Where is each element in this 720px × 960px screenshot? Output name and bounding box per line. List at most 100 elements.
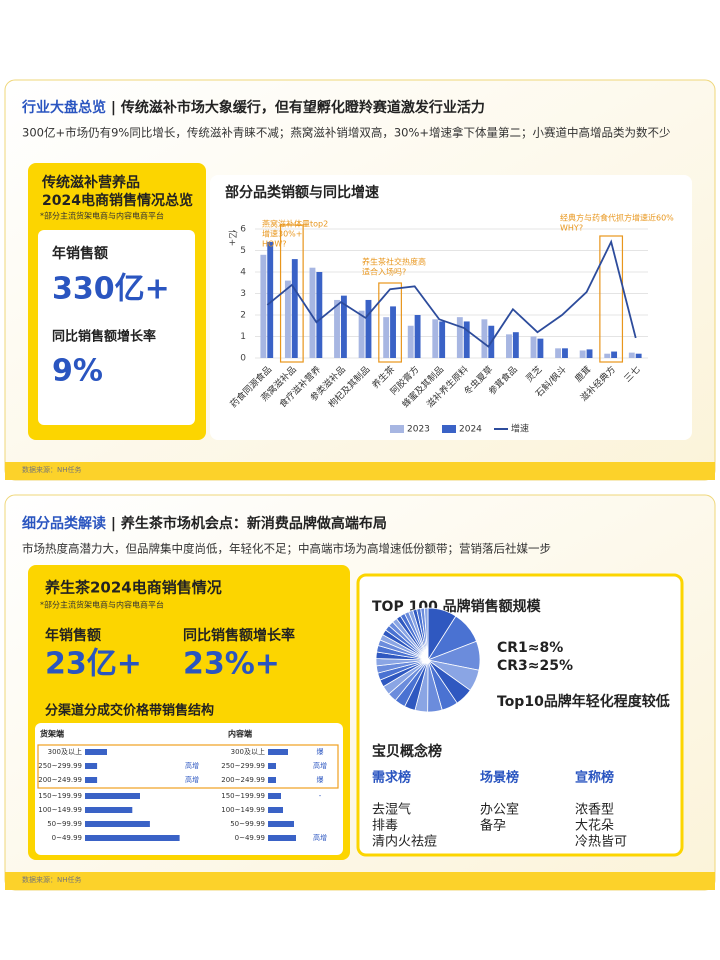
text: 养生茶2024电商销售情况 bbox=[44, 579, 222, 597]
text: 6 bbox=[240, 225, 246, 235]
bar bbox=[562, 348, 568, 358]
text: 高增 bbox=[313, 833, 327, 842]
text: 燕窝滋补体量top2 bbox=[262, 219, 328, 229]
text: 亿+ bbox=[227, 230, 239, 247]
text: 经典方与药食代抓方增速近60% bbox=[560, 213, 674, 223]
text: 市场热度高潜力大，但品牌集中度尚低，年轻化不足；中高端市场为高增速低份额带；营销… bbox=[22, 542, 551, 556]
text: 同比销售额增长率 bbox=[183, 627, 295, 644]
bar bbox=[358, 310, 365, 358]
text: 高增 bbox=[185, 775, 199, 784]
text: Top10品牌年轻化程度较低 bbox=[497, 693, 670, 710]
bar bbox=[635, 353, 642, 358]
text: 场景榜 bbox=[480, 770, 519, 786]
bar bbox=[85, 807, 133, 813]
bar bbox=[512, 332, 519, 358]
text: 5 bbox=[240, 246, 246, 256]
text: 9% bbox=[52, 354, 103, 389]
text: 300亿+市场仍有9%同比增长，传统滋补青睐不减；燕窝滋补销增双高，30%+增速… bbox=[22, 126, 671, 140]
bar bbox=[586, 349, 593, 358]
text: 冷热皆可 bbox=[575, 835, 627, 850]
text: 200~249.99 bbox=[38, 776, 82, 784]
bar bbox=[537, 338, 544, 358]
text: 23%+ bbox=[183, 647, 280, 682]
text: 2023 bbox=[407, 425, 430, 435]
bar bbox=[268, 763, 276, 769]
bar bbox=[268, 821, 294, 827]
text: WHY? bbox=[560, 224, 583, 233]
bar bbox=[414, 315, 421, 358]
title: | 传统滋补市场大象缓行，但有望孵化瞪羚赛道激发行业活力 bbox=[106, 99, 485, 116]
text: 年销售额 bbox=[52, 245, 108, 262]
text: 50~99.99 bbox=[47, 820, 82, 828]
bar bbox=[365, 299, 372, 358]
bar bbox=[85, 835, 180, 841]
bar bbox=[268, 749, 288, 755]
text: 排毒 bbox=[372, 819, 398, 834]
bar bbox=[85, 749, 107, 755]
text: 货架端 bbox=[39, 729, 64, 739]
bar bbox=[260, 254, 267, 358]
legend-swatch bbox=[442, 425, 456, 433]
text: 养生茶社交热度高 bbox=[362, 257, 426, 267]
text: 0 bbox=[240, 354, 246, 364]
footer-bar bbox=[5, 462, 715, 480]
text: 分渠道分成交价格带销售结构 bbox=[45, 703, 214, 719]
bar bbox=[555, 348, 562, 358]
text: 200~249.99 bbox=[221, 776, 265, 784]
text: 3 bbox=[240, 289, 246, 299]
section-name: 细分品类解读 bbox=[22, 515, 106, 532]
card-inner bbox=[38, 230, 195, 425]
bar bbox=[267, 241, 274, 358]
text: CR1≈8% bbox=[497, 640, 563, 656]
text: 23亿+ bbox=[45, 647, 142, 682]
text: 150~199.99 bbox=[221, 792, 265, 800]
text: 数据来源：NH任务 bbox=[22, 465, 82, 474]
bar bbox=[530, 336, 537, 358]
bar bbox=[506, 334, 512, 358]
text: 需求榜 bbox=[372, 770, 411, 786]
text: 去湿气 bbox=[372, 802, 411, 818]
chart-panel bbox=[210, 175, 692, 440]
text: 大花朵 bbox=[575, 818, 614, 834]
bar bbox=[85, 763, 98, 769]
bar bbox=[85, 821, 150, 827]
text: 50~99.99 bbox=[230, 820, 265, 828]
text: 4 bbox=[240, 268, 246, 278]
bar bbox=[85, 793, 140, 799]
text: 年销售额 bbox=[45, 627, 101, 644]
bar bbox=[334, 299, 340, 358]
text: 适合入场吗? bbox=[362, 267, 406, 277]
text: 2024电商销售情况总览 bbox=[42, 192, 193, 209]
text: 2 bbox=[240, 311, 246, 321]
bar bbox=[456, 317, 463, 358]
bar bbox=[628, 352, 635, 358]
bar bbox=[481, 319, 488, 358]
bar bbox=[85, 777, 98, 783]
bar bbox=[340, 295, 347, 358]
text: 爆 bbox=[317, 775, 324, 784]
text: *部分主流货架电商与内容电商平台 bbox=[40, 600, 164, 610]
text: 1 bbox=[240, 332, 246, 342]
bar bbox=[316, 272, 323, 358]
text: 300及以上 bbox=[231, 747, 265, 756]
bar bbox=[268, 793, 281, 799]
text: 100~149.99 bbox=[38, 806, 82, 814]
text: 内容端 bbox=[228, 729, 252, 739]
text: 传统滋补营养品 bbox=[41, 174, 140, 191]
highlight-box bbox=[599, 235, 624, 363]
text: TOP 100 品牌销售额规模 bbox=[372, 598, 542, 615]
section-name: 行业大盘总览 bbox=[21, 99, 106, 116]
text: 高增 bbox=[185, 761, 199, 770]
bar bbox=[268, 777, 276, 783]
bar bbox=[383, 317, 390, 358]
text: 100~149.99 bbox=[221, 806, 265, 814]
text: 330亿+ bbox=[52, 272, 170, 307]
bar bbox=[284, 280, 291, 358]
text: 250~299.99 bbox=[221, 762, 265, 770]
text: 0~49.99 bbox=[52, 834, 82, 842]
text: 浓香型 bbox=[575, 803, 614, 818]
highlight-box bbox=[378, 282, 402, 363]
text: 增速30%+ bbox=[262, 229, 302, 239]
